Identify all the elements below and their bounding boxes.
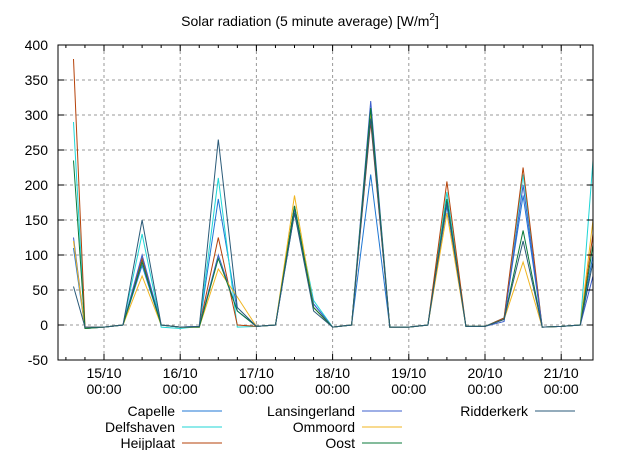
y-tick-label: 0 bbox=[40, 317, 48, 333]
x-tick-date: 19/10 bbox=[391, 365, 426, 381]
series-line-ridderkerk bbox=[73, 118, 594, 328]
grid bbox=[58, 45, 593, 360]
x-tick-date: 15/10 bbox=[86, 365, 121, 381]
legend-label: Capelle bbox=[128, 403, 176, 419]
x-tick-time: 00:00 bbox=[544, 381, 579, 397]
series-lines bbox=[73, 58, 594, 330]
series-line-delfshaven bbox=[73, 114, 594, 330]
plot-frame bbox=[57, 44, 594, 361]
legend-label: Ommoord bbox=[293, 419, 355, 435]
legend-label: Oost bbox=[325, 435, 355, 450]
legend-label: Delfshaven bbox=[105, 419, 175, 435]
y-tick-label: 100 bbox=[25, 247, 49, 263]
y-tick-label: 50 bbox=[32, 282, 48, 298]
x-tick-time: 00:00 bbox=[239, 381, 274, 397]
x-tick-date: 16/10 bbox=[163, 365, 198, 381]
legend-label: Ridderkerk bbox=[460, 403, 529, 419]
y-tick-label: 400 bbox=[25, 37, 49, 53]
x-tick-time: 00:00 bbox=[467, 381, 502, 397]
legend-label: Lansingerland bbox=[267, 403, 355, 419]
legend-label: Heijplaat bbox=[121, 435, 176, 450]
y-tick-label: -50 bbox=[28, 352, 48, 368]
x-tick-date: 21/10 bbox=[544, 365, 579, 381]
legend: CapelleDelfshavenHeijplaatLansingerlandO… bbox=[105, 403, 575, 450]
x-tick-time: 00:00 bbox=[391, 381, 426, 397]
y-tick-label: 250 bbox=[25, 142, 49, 158]
x-tick-date: 17/10 bbox=[239, 365, 274, 381]
chart-title-text: Solar radiation (5 minute average) [W/m bbox=[181, 13, 429, 29]
x-tick-time: 00:00 bbox=[86, 381, 121, 397]
x-tick-time: 00:00 bbox=[315, 381, 350, 397]
y-tick-label: 200 bbox=[25, 177, 49, 193]
x-tick-date: 18/10 bbox=[315, 365, 350, 381]
x-tick-time: 00:00 bbox=[163, 381, 198, 397]
chart-title-end: ] bbox=[435, 13, 439, 29]
y-tick-label: 300 bbox=[25, 107, 49, 123]
y-tick-label: 350 bbox=[25, 72, 49, 88]
chart-title-superscript: 2 bbox=[429, 12, 435, 23]
series-line-capelle bbox=[73, 174, 594, 330]
y-tick-label: 150 bbox=[25, 212, 49, 228]
chart-title: Solar radiation (5 minute average) [W/m2… bbox=[181, 12, 439, 29]
axes: 400350300250200150100500-5015/1000:0016/… bbox=[25, 37, 593, 397]
x-tick-date: 20/10 bbox=[467, 365, 502, 381]
